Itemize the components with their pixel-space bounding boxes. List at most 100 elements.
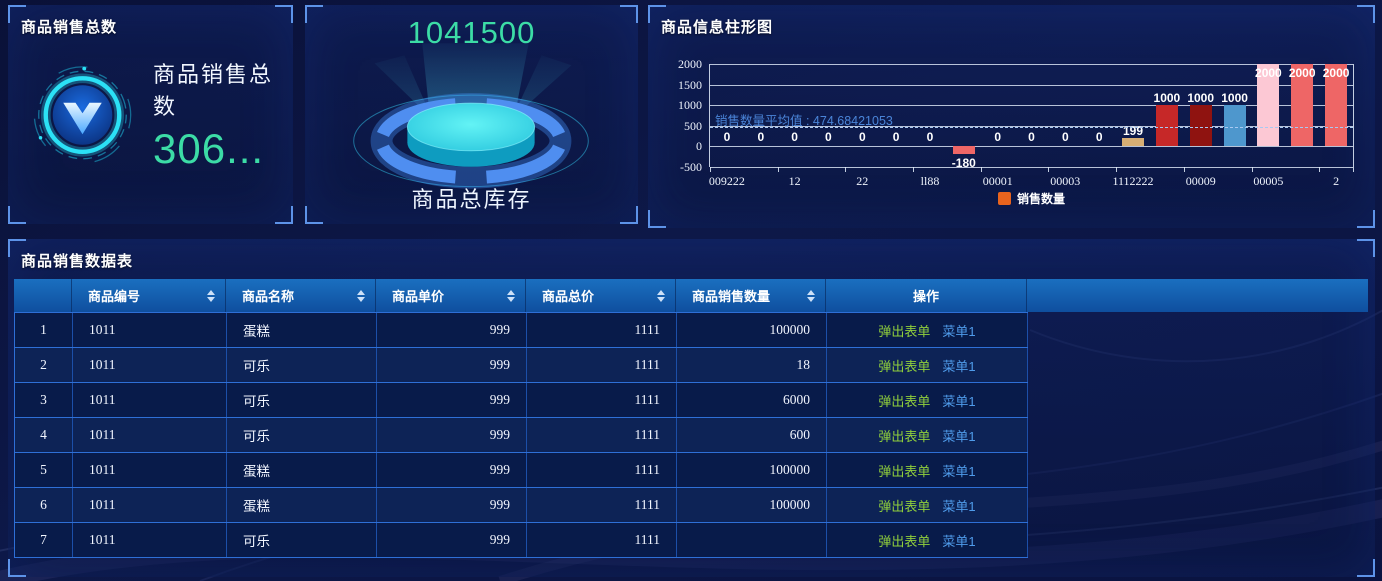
legend-label[interactable]: 销售数量 — [1016, 192, 1065, 206]
panel-title: 商品信息柱形图 — [661, 19, 774, 36]
table-cell: 600 — [677, 418, 827, 452]
open-form-button[interactable]: 弹出表单 — [878, 358, 931, 374]
grid-line — [710, 84, 1353, 86]
x-axis-label: 12 — [788, 174, 801, 188]
corner-bracket — [648, 5, 666, 23]
menu1-button[interactable]: 菜单1 — [942, 463, 976, 479]
bar — [1189, 105, 1212, 147]
table-cell: 1111 — [527, 453, 677, 487]
column-header-label: 操作 — [912, 289, 939, 304]
bar-value-label: 0 — [757, 130, 765, 145]
bar-value-label: 0 — [1095, 130, 1103, 145]
menu1-button[interactable]: 菜单1 — [942, 323, 976, 339]
sort-caret-icon[interactable] — [507, 289, 515, 302]
table-cell: 999 — [377, 418, 527, 452]
corner-bracket — [305, 5, 323, 23]
inventory-label: 商品总库存 — [411, 187, 532, 212]
bar-value-label: 0 — [994, 130, 1002, 145]
column-header[interactable]: 商品名称 — [226, 279, 376, 312]
x-axis-label: 00001 — [982, 174, 1013, 188]
sales-total-value: 306... — [153, 125, 265, 172]
open-form-button[interactable]: 弹出表单 — [878, 428, 931, 444]
table-cell-actions: 弹出表单 菜单1 — [827, 488, 1028, 522]
table-cell: 蛋糕 — [227, 488, 377, 522]
table-cell — [677, 523, 827, 557]
table-cell: 6 — [15, 488, 73, 522]
bar-chart-plot: 2000 1500 1000 500 0 -500 0 0 0 0 0 0 0 -180 0 0 0 0 199 10… — [678, 57, 1354, 206]
menu1-button[interactable]: 菜单1 — [942, 393, 976, 409]
sales-total-label: 商品销售总数 — [153, 62, 274, 119]
table-header-row: 商品编号 商品名称 商品单价 商品总价 商品销售数量 操作 — [14, 279, 1368, 312]
bar-value-label: 2000 — [1322, 66, 1350, 80]
x-axis-label: 00003 — [1050, 174, 1081, 188]
corner-bracket — [8, 5, 26, 23]
table-cell: 1111 — [527, 418, 677, 452]
sales-data-table: 商品编号 商品名称 商品单价 商品总价 商品销售数量 操作 1 1011 蛋糕 999 1111 10… — [14, 279, 1368, 558]
sort-caret-icon[interactable] — [657, 289, 665, 302]
y-axis-label: 0 — [696, 139, 702, 154]
table-cell: 1111 — [527, 313, 677, 347]
bar-value-label: 0 — [1061, 130, 1069, 145]
open-form-button[interactable]: 弹出表单 — [878, 463, 931, 479]
x-axis-label: 2 — [1333, 174, 1340, 188]
table-row: 3 1011 可乐 999 1111 6000 弹出表单 菜单1 — [15, 383, 1028, 418]
table-cell: 1011 — [73, 488, 227, 522]
y-axis-label: -500 — [680, 160, 702, 174]
open-form-button[interactable]: 弹出表单 — [878, 498, 931, 514]
header-filler — [1027, 279, 1368, 312]
bar-value-label: 0 — [791, 130, 798, 145]
table-cell: 999 — [377, 383, 527, 417]
open-form-button[interactable]: 弹出表单 — [878, 393, 931, 409]
menu1-button[interactable]: 菜单1 — [942, 358, 976, 374]
panel-title: 商品销售数据表 — [21, 253, 134, 270]
column-header-label: 商品编号 — [88, 289, 141, 304]
table-cell: 4 — [15, 418, 73, 452]
table-cell-actions: 弹出表单 菜单1 — [827, 383, 1028, 417]
table-cell: 蛋糕 — [227, 453, 377, 487]
column-header[interactable]: 商品编号 — [72, 279, 226, 312]
open-form-button[interactable]: 弹出表单 — [878, 533, 931, 549]
bar — [1325, 64, 1348, 147]
corner-bracket — [8, 239, 26, 257]
table-cell: 7 — [15, 523, 73, 557]
corner-bracket — [1357, 5, 1375, 23]
table-row: 7 1011 可乐 999 1111 弹出表单 菜单1 — [15, 523, 1028, 558]
table-row: 6 1011 蛋糕 999 1111 100000 弹出表单 菜单1 — [15, 488, 1028, 523]
x-axis-tick — [845, 167, 847, 172]
x-axis-label: 22 — [856, 174, 869, 188]
table-cell: 1111 — [527, 383, 677, 417]
table-cell: 999 — [377, 348, 527, 382]
bar-value-label: 0 — [825, 130, 832, 145]
bar-value-label: 0 — [926, 130, 934, 145]
bar-value-label: 1000 — [1221, 91, 1248, 106]
panel-inventory: 1041500 商品总库存 — [305, 5, 638, 224]
x-axis-label: 00009 — [1185, 174, 1216, 188]
x-axis-label: 1112222 — [1112, 174, 1154, 188]
table-cell: 1011 — [73, 348, 227, 382]
corner-bracket — [1357, 559, 1375, 577]
corner-bracket — [1357, 239, 1375, 257]
x-axis-tick — [1048, 167, 1050, 172]
sort-caret-icon[interactable] — [807, 289, 815, 302]
menu1-button[interactable]: 菜单1 — [942, 533, 976, 549]
y-axis-label: 1500 — [678, 77, 702, 92]
corner-bracket — [648, 210, 666, 228]
table-cell: 可乐 — [227, 523, 377, 557]
table-cell-actions: 弹出表单 菜单1 — [827, 313, 1028, 347]
y-axis-label: 1000 — [678, 98, 702, 113]
x-axis-tick — [777, 167, 779, 172]
column-header[interactable]: 商品销售数量 — [676, 279, 826, 312]
sort-caret-icon[interactable] — [357, 289, 365, 302]
corner-bracket — [1357, 210, 1375, 228]
x-axis-tick — [1251, 167, 1253, 172]
legend-swatch[interactable] — [997, 192, 1011, 205]
column-header[interactable]: 商品单价 — [376, 279, 526, 312]
column-header-label: 商品单价 — [392, 289, 445, 304]
menu1-button[interactable]: 菜单1 — [942, 498, 976, 514]
menu1-button[interactable]: 菜单1 — [942, 428, 976, 444]
sort-caret-icon[interactable] — [207, 289, 215, 302]
column-header[interactable]: 商品总价 — [526, 279, 676, 312]
table-cell-actions: 弹出表单 菜单1 — [827, 453, 1028, 487]
x-axis-tick — [1353, 167, 1354, 172]
open-form-button[interactable]: 弹出表单 — [878, 323, 931, 339]
